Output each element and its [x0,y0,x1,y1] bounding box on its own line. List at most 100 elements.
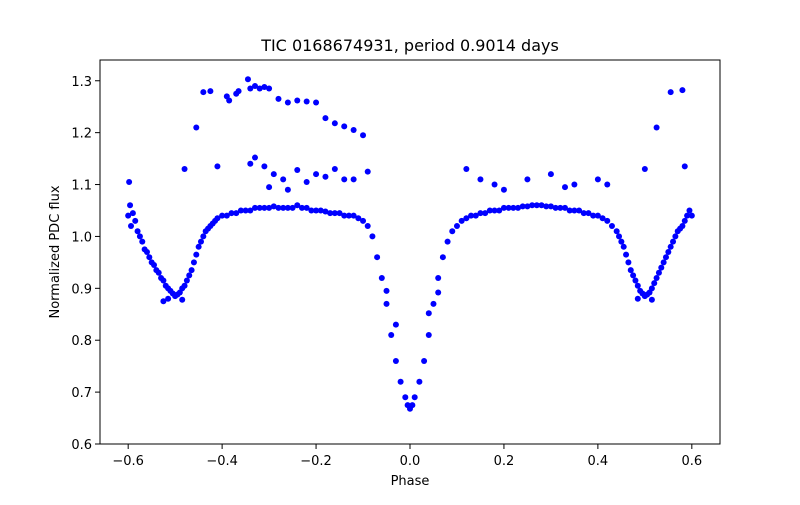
data-point [562,184,568,191]
data-point [430,300,437,307]
data-point [364,168,371,175]
y-tick-label: 0.6 [71,438,92,453]
data-point [190,259,197,266]
data-point [247,207,254,214]
data-point [653,124,660,131]
data-point [566,207,573,214]
data-point [425,310,432,317]
data-point [580,210,587,217]
data-point [653,274,660,281]
data-point [223,212,230,219]
y-tick-label: 1.3 [71,75,92,90]
data-point [634,295,641,302]
data-point [515,204,522,211]
x-tick-label: 0.2 [494,454,515,469]
data-point [345,212,352,219]
data-point [256,204,263,211]
data-point [327,210,334,217]
data-point [197,238,204,245]
data-point [688,212,695,219]
data-point [686,207,693,214]
data-point [463,165,470,172]
y-tick-label: 0.9 [71,282,92,297]
data-point [392,357,399,364]
data-point [308,207,315,214]
data-point [160,277,167,284]
data-point [458,217,465,224]
data-point [244,76,251,83]
data-point [660,259,667,266]
data-point [360,217,367,224]
data-point [533,202,540,209]
chart-title: TIC 0168674931, period 0.9014 days [260,36,559,55]
data-point [247,160,254,167]
data-point [519,203,526,210]
data-point [510,204,517,211]
data-point [667,243,674,250]
data-point [331,165,338,172]
data-point [529,202,536,209]
data-point [435,274,442,281]
x-axis: −0.6 −0.4 −0.2 0.0 0.2 0.4 0.6 [112,444,702,469]
data-point [294,167,301,174]
data-point [679,223,686,230]
data-point [200,233,207,240]
data-point [630,272,637,279]
data-point [146,254,153,261]
data-point [576,207,583,214]
data-point [496,207,503,214]
data-point [402,394,409,401]
data-point [252,82,258,89]
data-point [252,154,258,161]
data-point [369,233,376,240]
data-point [613,228,620,235]
data-point [463,215,470,222]
data-point [242,207,249,214]
data-point [672,233,679,240]
data-point [360,132,367,139]
data-point [284,204,291,211]
data-point [634,282,641,289]
x-tick-label: −0.6 [112,454,144,469]
data-point [505,204,512,211]
data-point [374,254,381,261]
data-point [247,85,254,92]
data-point [261,204,268,211]
data-point [658,264,665,271]
data-point [127,202,134,209]
data-point [524,176,531,183]
data-point [289,204,296,211]
data-point [139,238,146,245]
data-point [270,203,277,210]
data-point [416,378,423,385]
data-point [331,120,338,127]
data-point [620,243,627,250]
data-point [313,99,320,106]
data-point [341,176,348,183]
data-point [181,282,188,289]
data-point [165,295,172,302]
data-point [648,296,655,303]
data-point [667,89,674,96]
data-point [632,277,639,284]
y-tick-label: 1.2 [71,127,92,142]
data-point [341,123,348,130]
y-tick-label: 1.0 [71,230,92,245]
data-point [623,251,630,258]
data-point [684,212,691,219]
data-point [313,207,320,214]
data-point [411,394,418,401]
data-point [604,181,611,188]
data-point [670,238,677,245]
data-point [562,204,568,211]
data-point [571,181,578,188]
data-point [625,259,632,266]
data-point [134,228,141,235]
data-point [486,207,493,214]
data-point [136,233,143,240]
data-point [500,204,507,211]
data-point [350,127,357,134]
data-point [143,249,150,255]
data-point [226,97,233,104]
